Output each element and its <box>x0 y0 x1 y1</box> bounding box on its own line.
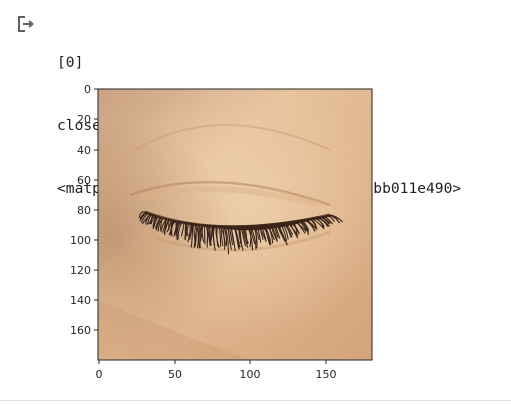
y-tick-label: 100 <box>70 234 91 247</box>
y-axis: 0 20 40 60 80 100 120 140 160 <box>70 83 98 337</box>
eyelash <box>159 217 164 230</box>
eyelash <box>190 223 194 248</box>
eyelash <box>188 223 193 240</box>
eye-photo <box>98 89 372 360</box>
eyelash <box>185 223 190 237</box>
eyelash <box>329 214 341 224</box>
eyelash <box>184 222 187 241</box>
eyelash <box>320 216 331 224</box>
eyelash <box>173 221 180 237</box>
eyelash <box>187 223 191 243</box>
y-tick-label: 20 <box>77 113 91 126</box>
eyelash <box>147 214 153 225</box>
eyelash <box>149 215 157 225</box>
x-tick-label: 0 <box>96 368 103 381</box>
eyelash <box>148 214 156 225</box>
eyelash <box>157 217 165 232</box>
eyelash <box>177 221 184 240</box>
eyelash <box>170 220 177 234</box>
eyelash <box>163 219 170 234</box>
y-tick-label: 0 <box>84 83 91 96</box>
output-redirect-icon[interactable] <box>16 14 36 34</box>
eyelash <box>328 214 344 223</box>
eyelash <box>154 216 161 229</box>
eyelash <box>196 224 200 248</box>
eyelash <box>323 215 333 225</box>
eyelash <box>204 225 206 245</box>
y-tick-label: 120 <box>70 264 91 277</box>
eyelash <box>155 216 163 231</box>
x-tick-label: 50 <box>168 368 182 381</box>
eyelash <box>162 218 166 233</box>
eyelash <box>325 215 335 223</box>
x-tick-label: 150 <box>316 368 337 381</box>
eyelash <box>175 221 179 241</box>
y-tick-label: 160 <box>70 324 91 337</box>
eyelash <box>193 224 198 248</box>
y-tick-label: 80 <box>77 204 91 217</box>
eyelash <box>318 216 330 225</box>
x-tick-label: 100 <box>240 368 261 381</box>
eyelash <box>185 222 189 237</box>
output-line-index: [0] <box>57 54 84 71</box>
y-tick-label: 60 <box>77 174 91 187</box>
eyelash <box>138 211 146 218</box>
eyelash <box>176 221 182 238</box>
eyelash <box>141 213 150 223</box>
plot-frame <box>97 88 373 361</box>
eyelash <box>145 213 152 225</box>
y-tick-label: 40 <box>77 144 91 157</box>
eyelash <box>139 211 147 219</box>
eyelash <box>139 212 149 222</box>
eyelash <box>317 217 331 227</box>
y-tick-label: 140 <box>70 294 91 307</box>
eyelash <box>180 222 185 237</box>
x-axis: 0 50 100 150 <box>96 360 337 381</box>
output-line-label: closes <box>57 117 110 134</box>
eyelash <box>166 219 172 233</box>
cell-divider <box>0 400 511 401</box>
eyelash <box>160 218 168 232</box>
eyelash <box>210 225 212 247</box>
eyelash <box>314 217 325 228</box>
eyelash <box>152 216 160 228</box>
eyelash <box>199 224 203 249</box>
